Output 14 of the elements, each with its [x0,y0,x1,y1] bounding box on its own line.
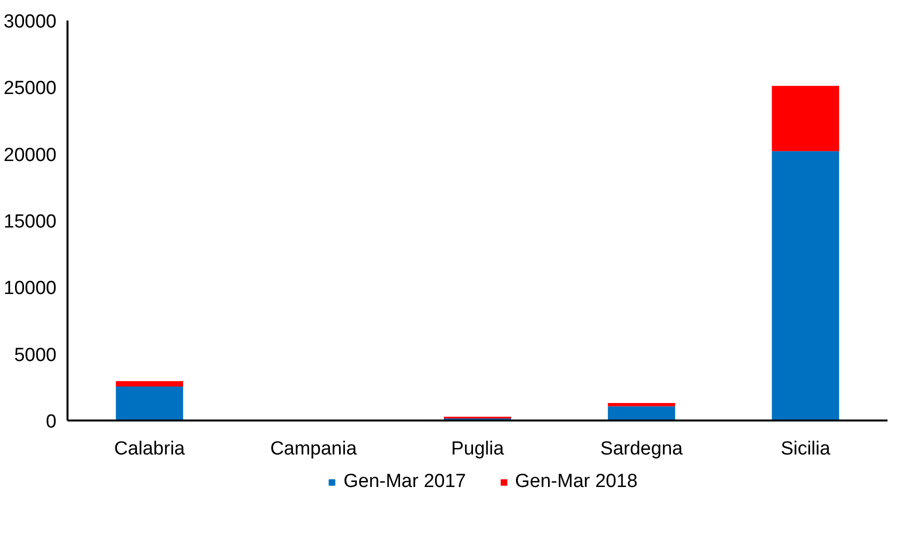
x-tick-label: Sicilia [780,438,831,460]
legend-label: Gen-Mar 2017 [343,471,466,493]
x-tick-label: Calabria [114,438,186,460]
y-tick-label: 5000 [14,344,57,366]
y-tick-label: 25000 [4,78,57,100]
y-tick-label: 10000 [4,278,57,300]
y-tick-label: 0 [46,412,57,432]
x-tick-label: Sardegna [600,438,684,460]
legend-label: Gen-Mar 2018 [515,471,638,493]
x-tick-label: Puglia [451,438,504,460]
y-tick-label: 30000 [4,12,57,32]
y-tick-label: 20000 [4,144,57,166]
x-tick-label: Campania [270,438,358,460]
y-tick-label: 15000 [4,212,57,232]
